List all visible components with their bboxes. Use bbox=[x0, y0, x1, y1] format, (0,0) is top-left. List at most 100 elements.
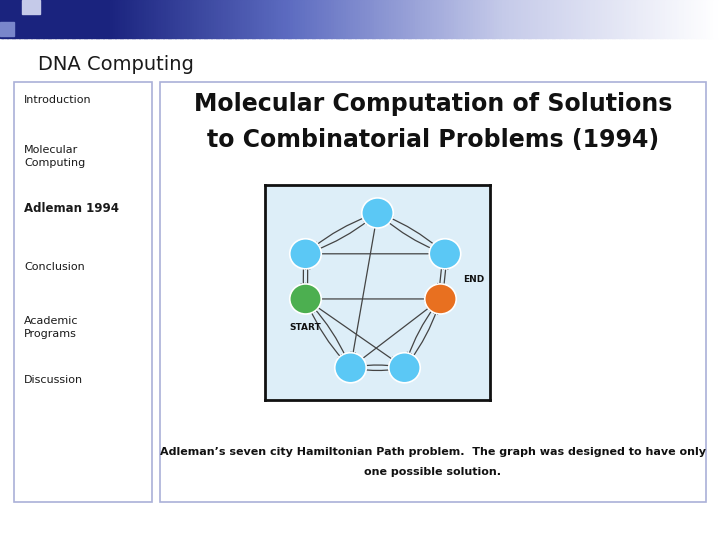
Bar bbox=[55, 0, 58, 38]
Bar bbox=[225, 0, 228, 38]
Bar bbox=[247, 0, 250, 38]
Bar bbox=[211, 0, 214, 38]
Bar bbox=[259, 0, 262, 38]
Bar bbox=[130, 0, 132, 38]
Bar bbox=[153, 0, 156, 38]
Bar bbox=[634, 0, 636, 38]
Bar bbox=[449, 0, 451, 38]
Bar bbox=[463, 0, 466, 38]
Bar bbox=[276, 0, 279, 38]
Bar bbox=[653, 0, 656, 38]
Bar bbox=[91, 0, 94, 38]
Text: END: END bbox=[463, 275, 485, 284]
Bar bbox=[117, 0, 120, 38]
Bar bbox=[214, 0, 217, 38]
Bar bbox=[610, 0, 613, 38]
Bar bbox=[5, 0, 8, 38]
Bar bbox=[233, 0, 235, 38]
Bar bbox=[650, 0, 653, 38]
Text: Conclusion: Conclusion bbox=[24, 262, 85, 272]
Bar bbox=[96, 0, 99, 38]
Bar bbox=[22, 0, 24, 38]
Bar bbox=[67, 0, 70, 38]
Bar bbox=[14, 82, 152, 502]
Bar bbox=[50, 0, 53, 38]
Bar bbox=[432, 0, 435, 38]
Bar bbox=[711, 0, 714, 38]
Circle shape bbox=[389, 353, 420, 383]
Bar bbox=[79, 0, 82, 38]
Bar bbox=[160, 82, 706, 502]
Bar bbox=[70, 0, 73, 38]
Bar bbox=[178, 0, 181, 38]
Bar bbox=[701, 0, 703, 38]
Bar bbox=[286, 0, 289, 38]
Bar bbox=[391, 0, 394, 38]
Bar bbox=[63, 0, 66, 38]
Bar bbox=[257, 0, 260, 38]
Bar bbox=[456, 0, 459, 38]
Bar bbox=[708, 0, 711, 38]
Bar bbox=[398, 0, 401, 38]
Bar bbox=[168, 0, 171, 38]
Bar bbox=[310, 0, 312, 38]
Bar bbox=[65, 0, 68, 38]
Bar bbox=[477, 0, 480, 38]
Bar bbox=[713, 0, 716, 38]
Bar bbox=[569, 0, 572, 38]
Bar bbox=[574, 0, 577, 38]
Bar bbox=[626, 0, 629, 38]
Bar bbox=[312, 0, 315, 38]
Bar bbox=[559, 0, 562, 38]
Bar bbox=[430, 0, 433, 38]
Bar bbox=[614, 0, 617, 38]
Bar bbox=[223, 0, 226, 38]
Bar bbox=[41, 0, 44, 38]
Bar bbox=[261, 0, 264, 38]
Bar bbox=[101, 0, 104, 38]
Bar bbox=[336, 0, 339, 38]
Bar bbox=[207, 0, 210, 38]
Bar bbox=[355, 0, 358, 38]
Bar bbox=[161, 0, 163, 38]
Bar bbox=[396, 0, 399, 38]
Bar bbox=[110, 0, 113, 38]
Bar bbox=[254, 0, 257, 38]
Bar bbox=[621, 0, 624, 38]
Bar bbox=[405, 0, 408, 38]
Bar bbox=[542, 0, 545, 38]
Bar bbox=[230, 0, 233, 38]
Bar bbox=[403, 0, 406, 38]
Bar bbox=[2, 0, 5, 38]
Bar bbox=[120, 0, 123, 38]
Bar bbox=[423, 0, 426, 38]
Bar bbox=[45, 0, 48, 38]
Bar bbox=[199, 0, 202, 38]
Bar bbox=[679, 0, 682, 38]
Text: Adleman’s seven city Hamiltonian Path problem.  The graph was designed to have o: Adleman’s seven city Hamiltonian Path pr… bbox=[160, 447, 706, 457]
Bar bbox=[149, 0, 152, 38]
Bar bbox=[72, 0, 75, 38]
Bar bbox=[43, 0, 46, 38]
Bar bbox=[353, 0, 356, 38]
Bar bbox=[549, 0, 552, 38]
Bar bbox=[266, 0, 269, 38]
Bar bbox=[552, 0, 555, 38]
Bar bbox=[238, 0, 240, 38]
Bar bbox=[139, 0, 142, 38]
Bar bbox=[677, 0, 680, 38]
Bar bbox=[204, 0, 207, 38]
Bar bbox=[243, 0, 246, 38]
Bar bbox=[468, 0, 471, 38]
Bar bbox=[506, 0, 509, 38]
Bar bbox=[607, 0, 610, 38]
Bar bbox=[300, 0, 303, 38]
Bar bbox=[103, 0, 106, 38]
Bar bbox=[531, 0, 534, 38]
Bar bbox=[333, 0, 336, 38]
Bar bbox=[319, 0, 322, 38]
Bar bbox=[420, 0, 423, 38]
Bar bbox=[600, 0, 603, 38]
Bar bbox=[603, 0, 606, 38]
Bar bbox=[0, 0, 22, 22]
